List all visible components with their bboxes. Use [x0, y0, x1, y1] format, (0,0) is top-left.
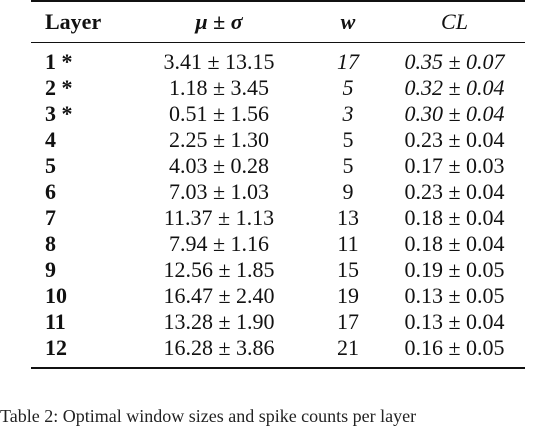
cell-layer: 5: [45, 153, 56, 178]
cell-layer: 1 *: [45, 49, 73, 74]
cell-mu-sigma: 12.56 ± 1.85: [163, 257, 275, 282]
results-table-container: Layer μ ± σ w CL 1 * 3.41 ± 13.15 17 0.35 ±…: [31, 0, 525, 369]
cell-layer: 6: [45, 179, 56, 204]
header-layer: Layer: [45, 9, 102, 34]
table-header-row: Layer μ ± σ w CL: [31, 1, 525, 43]
table-row: 7 11.37 ± 1.13 13 0.18 ± 0.04: [31, 205, 525, 231]
cell-cl: 0.23 ± 0.04: [404, 179, 505, 204]
cell-w: 19: [337, 283, 359, 308]
cell-cl: 0.18 ± 0.04: [404, 231, 505, 256]
cell-mu-sigma: 4.03 ± 0.28: [168, 153, 270, 178]
header-mu-sigma: μ ± σ: [195, 9, 243, 34]
table-body: 1 * 3.41 ± 13.15 17 0.35 ± 0.07 2 * 1.18 ± 3.…: [31, 43, 525, 368]
table-row: 3 * 0.51 ± 1.56 3 0.30 ± 0.04: [31, 101, 525, 127]
cell-mu-sigma: 1.18 ± 3.45: [168, 75, 270, 100]
cell-w: 9: [342, 179, 354, 204]
table-row: 10 16.47 ± 2.40 19 0.13 ± 0.05: [31, 283, 525, 309]
table-row: 9 12.56 ± 1.85 15 0.19 ± 0.05: [31, 257, 525, 283]
cell-cl: 0.13 ± 0.04: [404, 309, 505, 334]
cell-layer: 4: [45, 127, 56, 152]
table-row: 12 16.28 ± 3.86 21 0.16 ± 0.05: [31, 335, 525, 368]
cell-mu-sigma: 3.41 ± 13.15: [163, 49, 275, 74]
cell-w: 3: [342, 101, 354, 126]
cell-mu-sigma: 11.37 ± 1.13: [163, 205, 275, 230]
results-table: Layer μ ± σ w CL 1 * 3.41 ± 13.15 17 0.35 ±…: [31, 0, 525, 369]
table-row: 11 13.28 ± 1.90 17 0.13 ± 0.04: [31, 309, 525, 335]
cell-cl: 0.19 ± 0.05: [404, 257, 505, 282]
cell-w: 11: [337, 231, 359, 256]
table-row: 4 2.25 ± 1.30 5 0.23 ± 0.04: [31, 127, 525, 153]
header-w: w: [340, 9, 356, 34]
cell-cl: 0.32 ± 0.04: [404, 75, 505, 100]
cell-mu-sigma: 7.94 ± 1.16: [168, 231, 270, 256]
cell-cl: 0.16 ± 0.05: [404, 335, 505, 360]
cell-w: 17: [337, 309, 359, 334]
cell-layer: 2 *: [45, 75, 73, 100]
cell-layer: 9: [45, 257, 56, 282]
cell-layer: 12: [45, 335, 67, 360]
cell-mu-sigma: 13.28 ± 1.90: [163, 309, 275, 334]
header-cl: CL: [441, 9, 468, 34]
cell-cl: 0.23 ± 0.04: [404, 127, 505, 152]
cell-cl: 0.35 ± 0.07: [404, 49, 505, 74]
table-caption: Table 2: Optimal window sizes and spike …: [0, 406, 417, 426]
cell-layer: 7: [45, 205, 56, 230]
cell-w: 5: [342, 153, 354, 178]
cell-w: 15: [337, 257, 359, 282]
cell-mu-sigma: 7.03 ± 1.03: [168, 179, 270, 204]
cell-cl: 0.17 ± 0.03: [404, 153, 505, 178]
table-row: 1 * 3.41 ± 13.15 17 0.35 ± 0.07: [31, 43, 525, 76]
cell-cl: 0.18 ± 0.04: [404, 205, 505, 230]
cell-layer: 10: [45, 283, 67, 308]
cell-w: 5: [342, 75, 354, 100]
cell-w: 13: [337, 205, 359, 230]
cell-mu-sigma: 2.25 ± 1.30: [168, 127, 270, 152]
cell-w: 17: [337, 49, 359, 74]
cell-cl: 0.30 ± 0.04: [404, 101, 505, 126]
table-row: 8 7.94 ± 1.16 11 0.18 ± 0.04: [31, 231, 525, 257]
table-row: 2 * 1.18 ± 3.45 5 0.32 ± 0.04: [31, 75, 525, 101]
cell-layer: 3 *: [45, 101, 73, 126]
cell-w: 5: [342, 127, 354, 152]
cell-mu-sigma: 16.47 ± 2.40: [163, 283, 275, 308]
table-row: 5 4.03 ± 0.28 5 0.17 ± 0.03: [31, 153, 525, 179]
cell-layer: 11: [45, 309, 66, 334]
table-row: 6 7.03 ± 1.03 9 0.23 ± 0.04: [31, 179, 525, 205]
cell-layer: 8: [45, 231, 56, 256]
cell-mu-sigma: 0.51 ± 1.56: [168, 101, 270, 126]
cell-cl: 0.13 ± 0.05: [404, 283, 505, 308]
cell-mu-sigma: 16.28 ± 3.86: [163, 335, 275, 360]
cell-w: 21: [337, 335, 359, 360]
